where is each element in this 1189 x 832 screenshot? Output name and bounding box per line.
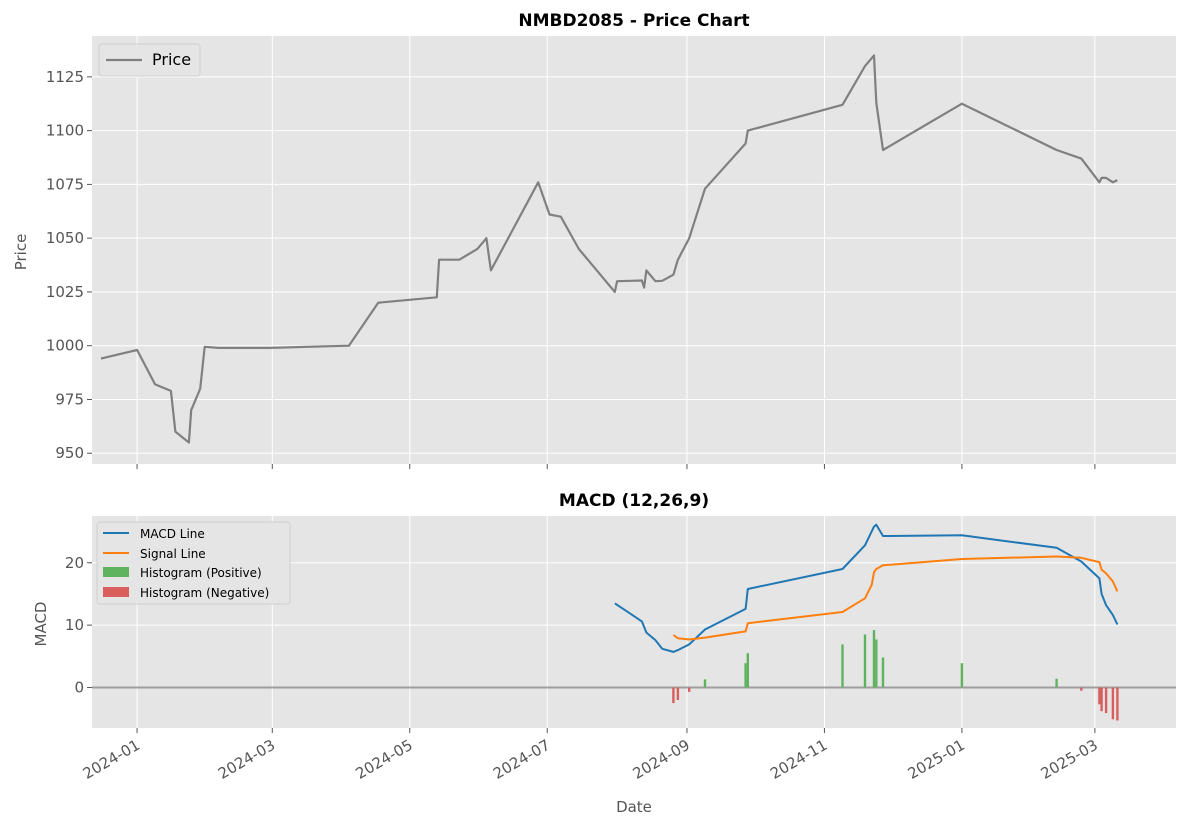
histogram-bar-negative [1111,687,1115,720]
macd-legend: MACD Line Signal Line Histogram (Positiv… [96,521,291,605]
histogram-bar-positive [841,644,844,688]
macd-histogram [672,630,1119,721]
histogram-bar-negative [688,687,691,692]
histogram-bar-negative [1104,687,1108,714]
legend-label-signal-line: Signal Line [140,547,206,561]
price-y-axis-label: Price [12,234,30,271]
price-legend-box [98,43,201,77]
x-tick-label: 2024-07 [490,736,553,783]
histogram-bar-positive [881,657,885,688]
histogram-bar-positive [875,639,878,688]
macd-y-tick-label: 0 [74,678,84,696]
x-tick-label: 2024-05 [352,736,415,783]
macd-y-tick-label: 10 [65,616,84,634]
histogram-bar-positive [863,634,867,688]
macd-y-axis-label: MACD [32,602,50,647]
x-tick-label: 2024-09 [630,736,693,783]
price-y-tick-label: 1125 [46,68,84,86]
price-y-tick-label: 1000 [46,337,84,355]
histogram-bar-negative [1116,687,1119,721]
x-tick-label: 2025-03 [1038,736,1101,783]
macd-x-ticks: 2024-01 2024-03 2024-05 2024-07 2024-09 2024-… [80,728,1101,783]
x-tick-label: 2024-11 [767,736,830,783]
price-legend-label: Price [152,50,191,69]
price-y-tick-label: 1050 [46,229,84,247]
histogram-bar-positive [744,663,747,688]
histogram-bar-positive [703,679,707,688]
macd-line [614,523,1119,653]
price-y-tick-label: 950 [55,444,84,462]
histogram-bar-positive [872,630,876,688]
macd-series [614,523,1119,653]
price-series [100,54,1118,444]
histogram-bar-negative [1100,687,1103,712]
histogram-bar-positive [746,653,749,688]
legend-label-macd-line: MACD Line [140,527,205,541]
price-y-ticks: 950 975 1000 1025 1050 1075 1100 1125 [46,68,92,462]
legend-label-hist-positive: Histogram (Positive) [140,566,262,580]
histogram-bar-negative [1098,687,1101,705]
signal-line [672,555,1119,641]
histogram-bar-positive [1055,678,1058,688]
histogram-bar-negative [1080,687,1083,691]
price-gridlines [92,36,1176,464]
histogram-bar-negative [676,687,680,700]
macd-y-tick-label: 20 [65,554,84,572]
price-panel: 950 975 1000 1025 1050 1075 1100 1125 NMBD2085 … [12,11,1176,469]
price-line [100,54,1118,444]
macd-legend-box [96,521,291,605]
price-chart-title: NMBD2085 - Price Chart [518,11,749,31]
macd-chart-title: MACD (12,26,9) [559,491,709,511]
legend-swatch-hist-negative [103,587,129,597]
x-tick-label: 2025-01 [905,736,968,783]
price-y-tick-label: 975 [55,390,84,408]
legend-swatch-hist-positive [103,567,129,577]
x-tick-label: 2024-03 [215,736,278,783]
x-tick-label: 2024-01 [80,736,143,783]
histogram-bar-negative [672,687,675,704]
macd-y-ticks: 0 10 20 [65,554,92,696]
price-y-tick-label: 1100 [46,122,84,140]
price-x-ticks [136,464,1096,469]
price-y-tick-label: 1075 [46,175,84,193]
price-legend: Price [98,43,201,77]
histogram-bar-positive [960,663,964,688]
price-y-tick-label: 1025 [46,283,84,301]
x-axis-label: Date [616,798,652,816]
legend-label-hist-negative: Histogram (Negative) [140,586,269,600]
